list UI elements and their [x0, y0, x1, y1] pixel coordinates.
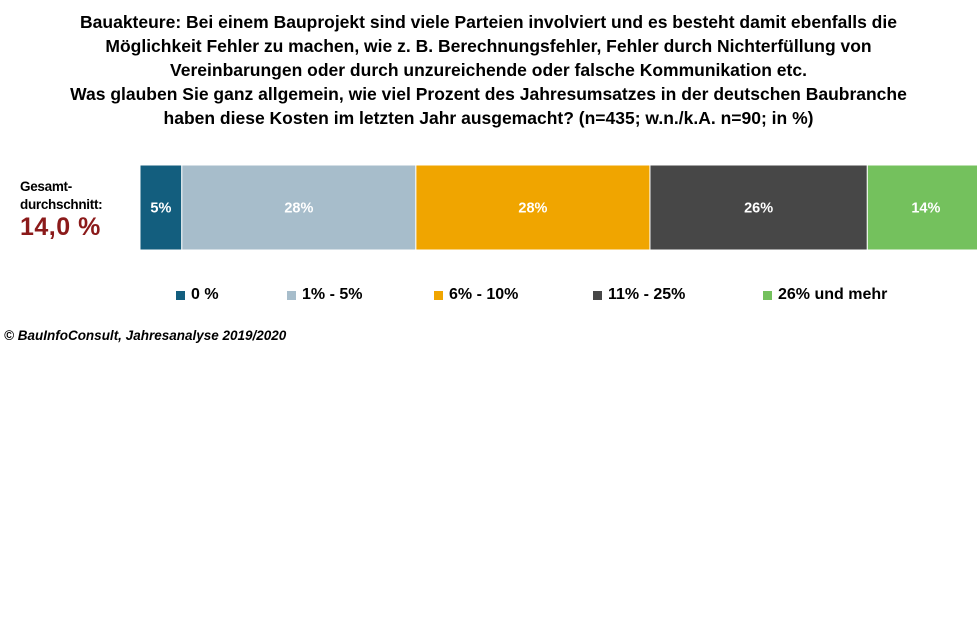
- bar-segment-2: [181, 164, 417, 251]
- legend-item: 0 %: [176, 286, 219, 304]
- legend-label: 0 %: [191, 286, 219, 303]
- legend-swatch: [593, 290, 602, 300]
- legend-item: 26% und mehr: [763, 286, 887, 304]
- legend-item: 1% - 5%: [287, 286, 362, 304]
- legend-swatch: [287, 290, 296, 300]
- title-line: haben diese Kosten im letzten Jahr ausge…: [163, 108, 814, 128]
- title-line: Vereinbarungen oder durch unzureichende …: [170, 60, 807, 80]
- legend-item: 6% - 10%: [434, 286, 518, 304]
- data-label: 26%: [744, 201, 773, 217]
- average-label: Gesamt- durchschnitt:: [20, 178, 103, 214]
- data-label: 28%: [284, 201, 313, 217]
- chart-legend: 0 % 1% - 5% 6% - 10% 11% - 25% 26% und mehr: [0, 286, 977, 308]
- stacked-bar-chart: 5% 28% 28% 26% 14%: [139, 164, 977, 251]
- data-label: 14%: [911, 201, 940, 217]
- legend-label: 6% - 10%: [449, 286, 519, 303]
- source-note: © BauInfoConsult, Jahresanalyse 2019/202…: [4, 328, 287, 343]
- title-line: Was glauben Sie ganz allgemein, wie viel…: [70, 84, 907, 104]
- legend-label: 1% - 5%: [302, 286, 363, 303]
- average-label-line: durchschnitt:: [20, 197, 103, 212]
- data-label: 5%: [150, 201, 171, 217]
- bar-segment-3: [415, 164, 651, 251]
- legend-label: 11% - 25%: [608, 286, 686, 303]
- legend-label: 26% und mehr: [778, 286, 888, 303]
- legend-item: 11% - 25%: [593, 286, 685, 304]
- average-value: 14,0 %: [20, 213, 101, 241]
- title-line: Bauakteure: Bei einem Bauprojekt sind vi…: [80, 12, 897, 32]
- legend-swatch: [763, 290, 772, 300]
- bar-segment-5: [866, 164, 977, 251]
- legend-swatch: [434, 290, 443, 300]
- average-label-line: Gesamt-: [20, 179, 72, 194]
- chart-title: Bauakteure: Bei einem Bauprojekt sind vi…: [0, 10, 977, 130]
- data-label: 28%: [518, 201, 547, 217]
- bar-segment-4: [649, 164, 868, 251]
- title-line: Möglichkeit Fehler zu machen, wie z. B. …: [105, 36, 872, 56]
- legend-swatch: [176, 290, 185, 300]
